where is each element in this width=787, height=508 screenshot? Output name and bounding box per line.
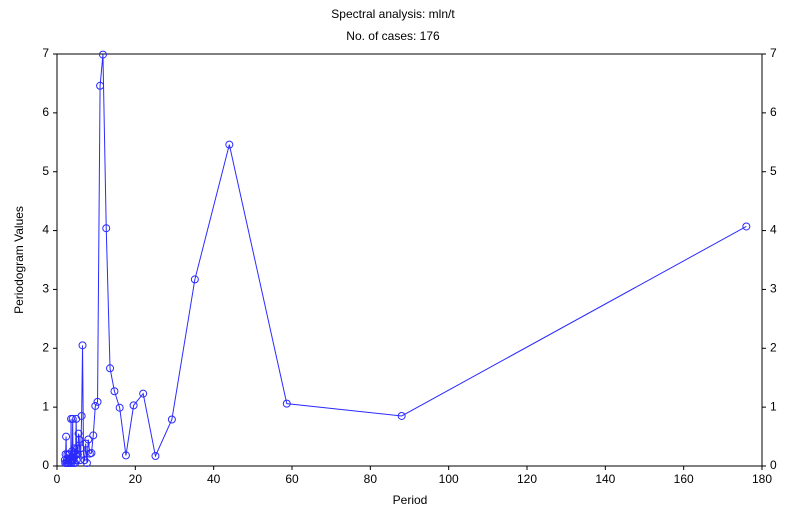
data-point: [98, 50, 107, 59]
data-point: [75, 435, 84, 444]
x-tick-label: 180: [752, 472, 772, 486]
x-tick-label: 60: [285, 472, 299, 486]
data-point: [121, 451, 130, 460]
x-tick-label: 0: [54, 472, 61, 486]
data-point: [190, 275, 199, 284]
y-tick-label: 1: [42, 399, 49, 413]
data-point: [61, 450, 70, 459]
y-axis-label: Periodogram Values: [12, 206, 26, 314]
y-tick-label: 4: [42, 223, 49, 237]
data-point: [102, 224, 111, 233]
data-point: [151, 451, 160, 460]
data-point: [93, 397, 102, 406]
data-point: [78, 341, 87, 350]
data-point: [115, 403, 124, 412]
data-point: [60, 456, 69, 465]
data-point: [397, 411, 406, 420]
data-point: [129, 401, 138, 410]
y2-tick-label: 3: [770, 282, 777, 296]
series-line: [64, 54, 747, 464]
data-point: [91, 401, 100, 410]
y2-tick-label: 2: [770, 340, 777, 354]
data-point: [61, 459, 70, 468]
y-tick-label: 3: [42, 282, 49, 296]
data-point: [62, 432, 71, 441]
data-point: [67, 414, 76, 423]
y-tick-label: 6: [42, 105, 49, 119]
y2-tick-label: 6: [770, 105, 777, 119]
y2-tick-label: 4: [770, 223, 777, 237]
chart-subtitle: No. of cases: 176: [346, 29, 440, 43]
data-point: [167, 415, 176, 424]
data-point: [74, 429, 83, 438]
x-tick-label: 40: [207, 472, 221, 486]
chart-title: Spectral analysis: mln/t: [331, 7, 455, 21]
data-point: [225, 140, 234, 149]
data-point: [742, 222, 751, 231]
data-point: [81, 439, 90, 448]
x-tick-label: 80: [364, 472, 378, 486]
x-tick-label: 20: [129, 472, 143, 486]
data-point: [85, 449, 94, 458]
y2-tick-label: 1: [770, 399, 777, 413]
data-point: [110, 387, 119, 396]
x-tick-label: 120: [517, 472, 537, 486]
y-tick-label: 2: [42, 340, 49, 354]
x-tick-label: 140: [595, 472, 615, 486]
data-point: [89, 431, 98, 440]
data-point: [72, 414, 81, 423]
y-tick-label: 5: [42, 164, 49, 178]
x-tick-label: 100: [439, 472, 459, 486]
y2-tick-label: 0: [770, 458, 777, 472]
plot-frame: [56, 53, 763, 467]
data-point: [106, 364, 115, 373]
x-axis-label: Period: [393, 493, 428, 507]
data-point: [139, 389, 148, 398]
y-tick-label: 0: [42, 458, 49, 472]
data-point: [282, 399, 291, 408]
y-tick-label: 7: [42, 46, 49, 60]
y2-tick-label: 7: [770, 46, 777, 60]
y2-tick-label: 5: [770, 164, 777, 178]
data-point: [84, 435, 93, 444]
data-point: [96, 81, 105, 90]
data-point: [80, 456, 89, 465]
x-tick-label: 160: [674, 472, 694, 486]
